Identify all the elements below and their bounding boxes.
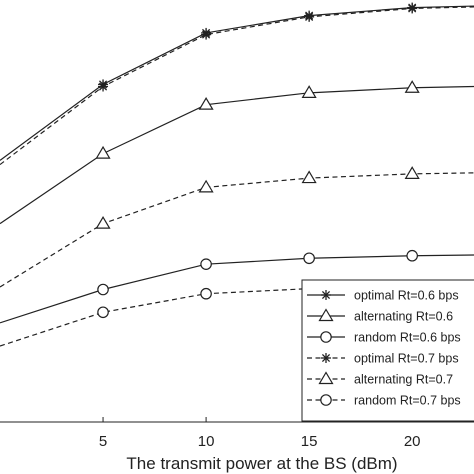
data-point — [406, 249, 418, 262]
legend-marker — [318, 308, 334, 322]
data-point — [95, 215, 111, 229]
series-line — [0, 6, 474, 166]
data-point — [97, 283, 109, 296]
series-5 — [0, 166, 474, 288]
series-1 — [0, 2, 474, 161]
legend-marker — [321, 290, 331, 300]
data-point — [201, 29, 212, 40]
data-point — [198, 179, 214, 193]
legend: optimal Rt=0.6 bps alternating Rt=0.6 rand… — [301, 279, 474, 422]
series-2 — [0, 80, 474, 225]
legend-entry: optimal Rt=0.7 bps — [307, 352, 459, 366]
data-point — [98, 81, 109, 92]
legend-marker — [318, 371, 334, 385]
data-point — [95, 145, 111, 159]
x-tick-label: 10 — [198, 433, 215, 450]
data-point — [200, 258, 212, 270]
data-point — [200, 287, 212, 300]
data-point — [97, 306, 109, 319]
legend-label: optimal Rt=0.7 bps — [354, 352, 459, 366]
data-point — [304, 11, 315, 22]
data-point — [301, 85, 317, 98]
x-tick-label: 15 — [301, 433, 318, 450]
series-line — [0, 172, 474, 288]
legend-entry: random Rt=0.6 bps — [307, 331, 461, 345]
series-line — [0, 5, 474, 161]
legend-label: random Rt=0.6 bps — [354, 331, 461, 345]
x-axis-title: The transmit power at the BS (dBm) — [126, 454, 397, 473]
x-axis-ticks: 5 10 15 20 — [99, 417, 421, 450]
data-point — [404, 80, 420, 93]
series-3 — [0, 249, 474, 324]
data-point — [198, 96, 214, 110]
data-point — [407, 3, 418, 14]
legend-entry: alternating Rt=0.6 — [307, 308, 453, 324]
legend-marker — [320, 394, 332, 406]
legend-label: random Rt=0.7 bps — [354, 394, 461, 408]
legend-entry: random Rt=0.7 bps — [307, 394, 461, 408]
x-tick-label: 5 — [99, 433, 107, 450]
series-4 — [0, 3, 474, 166]
data-point — [303, 252, 315, 265]
legend-label: alternating Rt=0.7 — [354, 373, 453, 387]
legend-label: optimal Rt=0.6 bps — [354, 289, 459, 303]
legend-entry: optimal Rt=0.6 bps — [307, 289, 459, 303]
plot-frame — [0, 421, 474, 423]
series-line — [0, 85, 474, 225]
legend-entry: alternating Rt=0.7 — [307, 371, 453, 387]
series-line — [0, 254, 474, 324]
x-tick-label: 20 — [404, 433, 421, 450]
data-point — [301, 170, 317, 184]
data-point — [404, 166, 420, 179]
legend-label: alternating Rt=0.6 — [354, 310, 453, 324]
legend-marker — [320, 331, 332, 343]
legend-marker — [321, 353, 331, 363]
